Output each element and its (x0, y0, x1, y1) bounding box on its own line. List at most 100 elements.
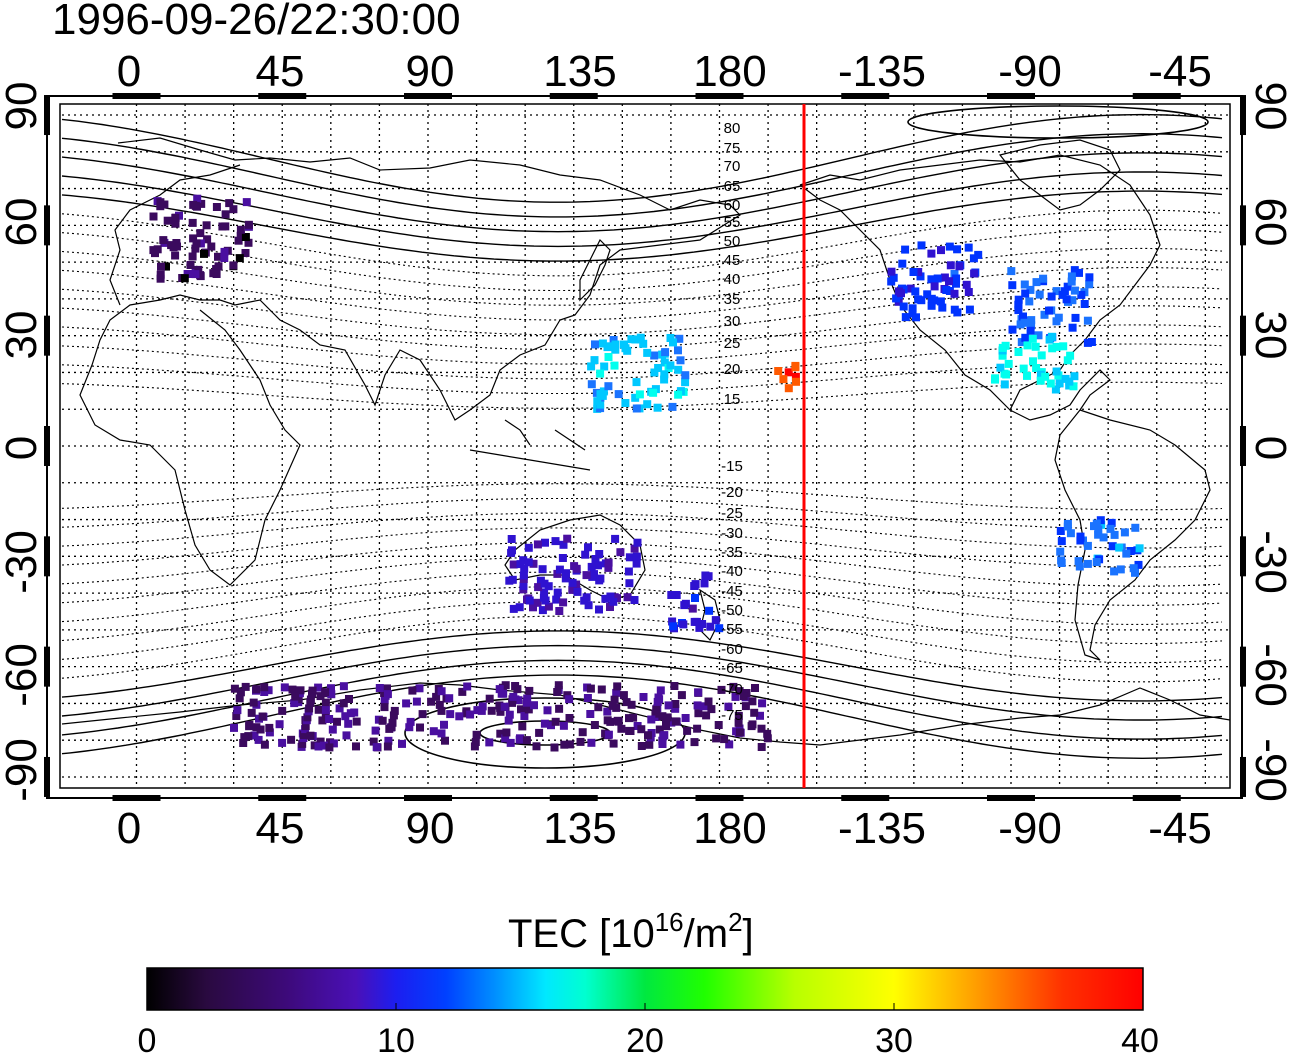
frame-tick-top (1132, 93, 1181, 99)
tec-cell (415, 684, 424, 693)
tec-cell (1021, 333, 1030, 342)
tec-cell (258, 712, 267, 721)
tec-cell (1055, 379, 1064, 388)
tec-cell (1041, 372, 1050, 381)
tec-cell (887, 277, 896, 286)
tec-cell (183, 270, 192, 278)
tec-cell (455, 712, 464, 721)
mag-lat-contour (61, 483, 1223, 511)
tec-cell (1131, 568, 1139, 577)
tec-cell (385, 724, 394, 733)
tec-cell (519, 581, 528, 590)
tec-cell (1052, 287, 1061, 296)
contour-label: -30 (721, 525, 743, 542)
contour-label: -55 (721, 621, 743, 638)
tec-cell (625, 726, 634, 735)
tec-cell (1085, 280, 1094, 289)
tec-cell (500, 702, 509, 711)
tec-cell (544, 602, 553, 611)
tec-cell (632, 404, 641, 413)
tec-cell (1021, 289, 1030, 298)
tec-cell (470, 742, 479, 751)
left-latitude-tick-labels: 90 60 30 0 -30 -60 -90 (0, 82, 46, 802)
tec-cell (662, 722, 670, 731)
tec-cell (647, 715, 656, 724)
tec-cell (516, 560, 525, 569)
tec-cell (275, 720, 284, 729)
tec-cell (1037, 351, 1046, 360)
tec-cell (429, 727, 438, 736)
tec-cell (625, 579, 634, 588)
tec-cell (672, 591, 681, 599)
tec-cell (189, 200, 198, 209)
mag-lat-contour (61, 305, 1223, 350)
tec-cell (445, 694, 454, 703)
tec-cell (321, 698, 330, 707)
tec-cell (705, 606, 714, 615)
tec-cell (541, 596, 550, 605)
tec-cell (416, 723, 424, 732)
tec-cell (212, 203, 221, 211)
tec-cell (1068, 296, 1077, 305)
tec-cell (664, 701, 673, 710)
tec-cell (952, 279, 960, 288)
tec-cell (378, 716, 387, 725)
tec-cell (1040, 310, 1049, 319)
tec-cell (654, 364, 663, 372)
tec-cell (250, 731, 259, 740)
tec-cell (193, 194, 202, 203)
tec-cell (1046, 379, 1055, 388)
tec-cell (1032, 364, 1041, 372)
tec-cell (520, 712, 529, 720)
tec-cell (540, 719, 549, 728)
tec-cell (714, 721, 723, 729)
tec-cell (509, 560, 518, 569)
tec-cell (667, 591, 676, 599)
tec-cell (1027, 316, 1036, 325)
mag-lat-contour (61, 171, 1223, 248)
tec-cell (653, 403, 662, 412)
tec-cell (679, 620, 688, 629)
tec-cell (930, 282, 939, 291)
tec-cell (637, 725, 646, 734)
tec-cell (162, 262, 170, 271)
tec-cell (666, 361, 675, 370)
tec-cell (611, 534, 620, 543)
tec-cell (547, 721, 555, 730)
mag-lat-contour (61, 542, 1223, 587)
tec-cell (604, 563, 613, 572)
tec-cell (553, 569, 562, 578)
tec-cell (435, 700, 444, 709)
tec-cell (1070, 286, 1079, 295)
tec-cell (306, 695, 315, 704)
tec-cell (372, 743, 381, 752)
tec-cell (594, 561, 602, 570)
tec-cell (525, 596, 534, 605)
tec-cell (735, 728, 744, 737)
tec-cell (405, 723, 414, 732)
tec-cell (945, 277, 953, 286)
tec-cell (1057, 556, 1066, 565)
tec-cell (669, 338, 677, 347)
tec-cell (260, 740, 269, 749)
tec-cell (613, 682, 622, 691)
tec-cell (153, 245, 162, 254)
tec-cell (704, 572, 713, 581)
tec-cell (927, 301, 936, 310)
tec-cell (739, 692, 748, 701)
tec-cell (209, 269, 218, 278)
bottom-longitude-tick-labels: 0 45 90 135 180 -135 -90 -45 (117, 804, 1212, 853)
tec-cell (945, 287, 954, 295)
tec-cell (225, 199, 234, 208)
tec-cell (700, 579, 709, 588)
frame-tick-right (1240, 315, 1246, 356)
tec-cell (660, 370, 669, 379)
tec-cell (1000, 380, 1009, 389)
tec-cell (998, 351, 1007, 360)
tec-cell (241, 249, 250, 257)
tec-cell (591, 340, 599, 349)
frame-tick-right (1240, 536, 1246, 577)
tec-cell (611, 340, 620, 349)
tec-cell (619, 691, 628, 700)
tec-cell (299, 731, 308, 739)
